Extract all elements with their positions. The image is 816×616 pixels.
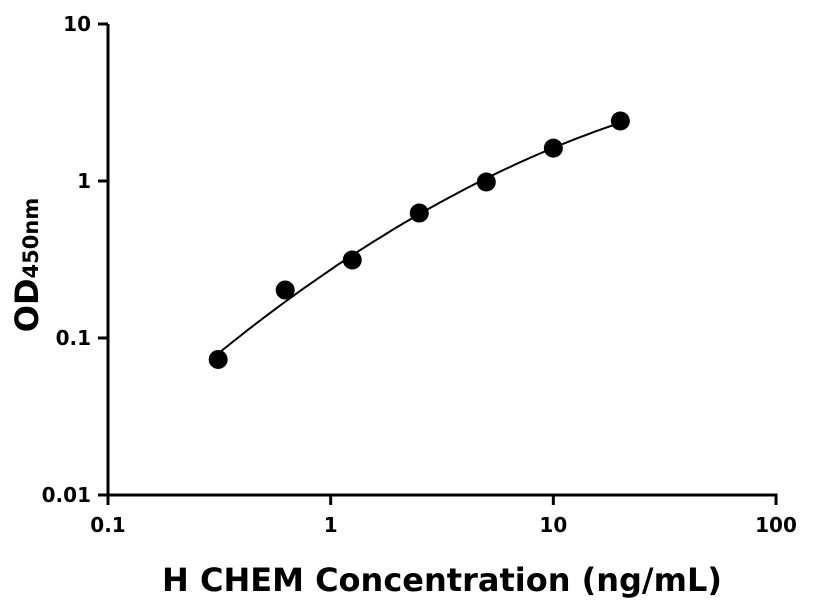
data-point [476, 172, 496, 192]
y-axis-label-subscript: 450nm [19, 198, 43, 279]
y-tick-label: 10 [63, 12, 91, 36]
data-point [543, 138, 563, 158]
y-tick-label: 0.01 [42, 483, 91, 507]
x-tick-label: 0.1 [90, 513, 125, 537]
x-tick-label: 100 [755, 513, 797, 537]
x-tick-label: 1 [324, 513, 338, 537]
data-point [342, 250, 362, 270]
data-points [208, 111, 630, 369]
x-axis-label: H CHEM Concentration (ng/mL) [162, 561, 722, 599]
y-tick-label: 0.1 [56, 326, 91, 350]
data-point [610, 111, 630, 131]
x-tick-label: 10 [539, 513, 567, 537]
y-axis-label: OD450nm [8, 198, 46, 332]
data-point [275, 280, 295, 300]
data-point [409, 203, 429, 223]
y-axis-label-main: OD [8, 278, 46, 332]
axes: 0.1 1 10 100 0.01 0.1 1 10 [42, 12, 797, 537]
y-tick-label: 1 [77, 169, 91, 193]
fit-curve [217, 121, 621, 355]
data-point [208, 349, 228, 369]
